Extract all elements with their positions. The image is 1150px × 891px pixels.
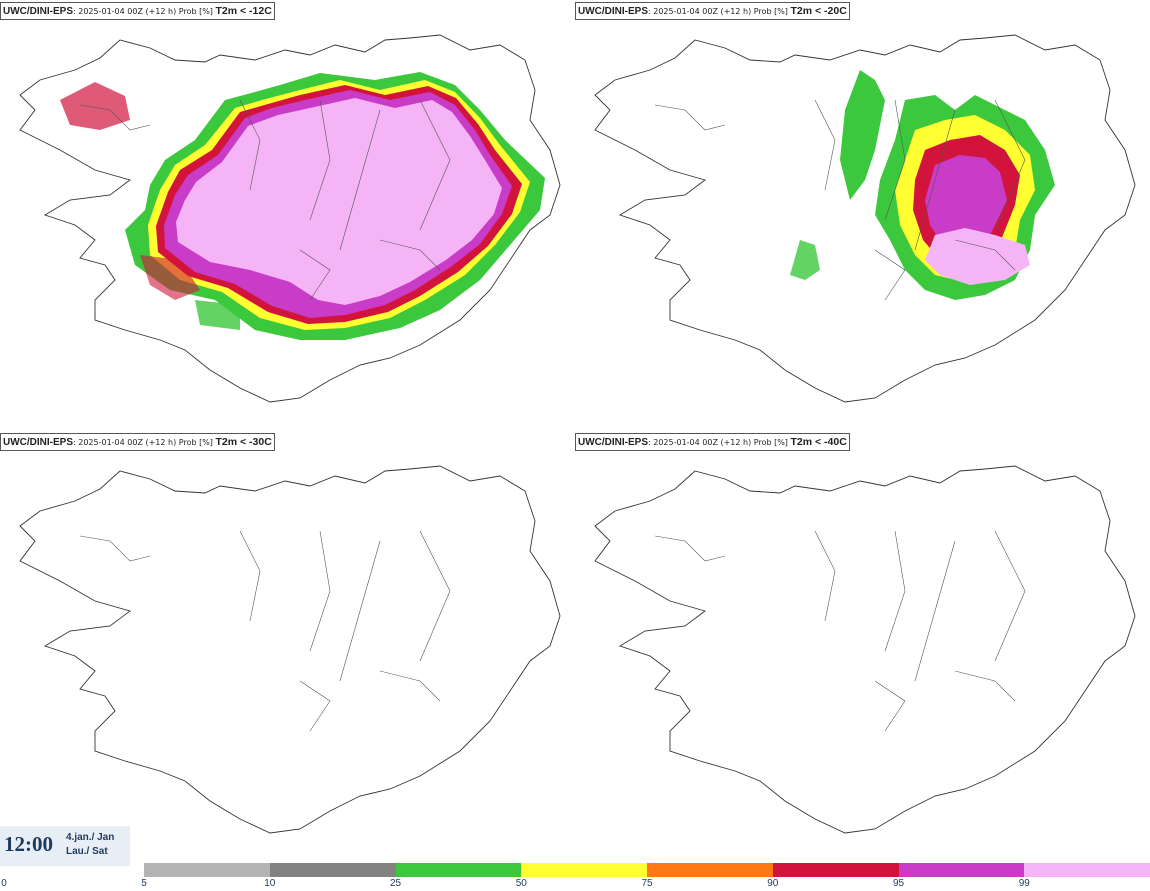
map-panel-t2m-20c: UWC/DINI-EPS: 2025-01-04 00Z (+12 h) Pro… [575,0,1150,431]
colorbar-segment [1024,863,1150,877]
valid-time-box: 12:00 4.jan./ Jan Lau./ Sat [0,826,130,866]
colorbar-tick-label: 95 [892,878,905,889]
colorbar-tick-label: 0 [1,878,7,889]
panel-title: UWC/DINI-EPS: 2025-01-04 00Z (+12 h) Pro… [0,433,275,451]
colorbar-tick-label: 25 [389,878,402,889]
colorbar-tick-label: 75 [641,878,653,889]
panel-title: UWC/DINI-EPS: 2025-01-04 00Z (+12 h) Pro… [575,2,850,20]
colorbar-segment [521,863,647,877]
colorbar-tick-label: 99 [1018,878,1030,889]
iceland-map [19,465,561,834]
map-panel-t2m-12c: UWC/DINI-EPS: 2025-01-04 00Z (+12 h) Pro… [0,0,575,431]
colorbar-segment [647,863,773,877]
valid-time-clock: 12:00 [4,832,53,856]
colorbar-tick-label: 5 [141,878,147,889]
colorbar-tick-label: 10 [264,878,276,889]
iceland-map [594,34,1136,403]
valid-date-line2: Lau./ Sat [66,846,108,857]
iceland-map [594,465,1136,834]
colorbar-segment [772,863,899,877]
valid-date-line1: 4.jan./ Jan [66,832,115,843]
colorbar-segment [269,863,396,877]
colorbar-segment [898,863,1025,877]
colorbar-tick-label: 50 [515,878,527,889]
panel-title: UWC/DINI-EPS: 2025-01-04 00Z (+12 h) Pro… [575,433,850,451]
map-panel-t2m-40c: UWC/DINI-EPS: 2025-01-04 00Z (+12 h) Pro… [575,431,1150,862]
panel-title: UWC/DINI-EPS: 2025-01-04 00Z (+12 h) Pro… [0,2,275,20]
iceland-map [19,34,561,403]
colorbar-tick-label: 90 [767,878,779,889]
probability-colorbar [144,863,1150,877]
colorbar-segment [144,863,270,877]
colorbar-segment [395,863,522,877]
map-panel-t2m-30c: UWC/DINI-EPS: 2025-01-04 00Z (+12 h) Pro… [0,431,575,862]
